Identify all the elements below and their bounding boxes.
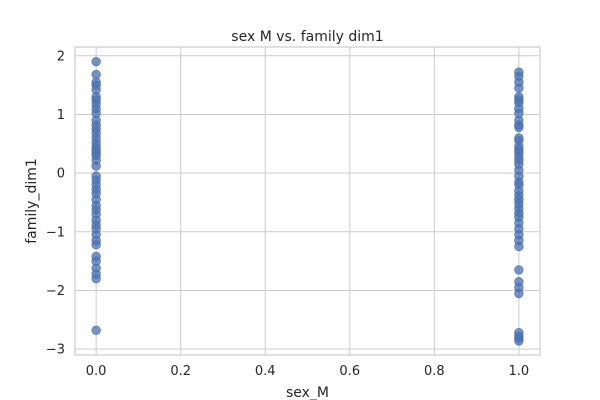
data-point [91,274,101,284]
data-point [91,325,101,336]
y-tick-label: −3 [46,343,65,358]
y-tick-label: 2 [57,49,65,64]
x-tick-label: 0.4 [255,364,276,379]
grid [75,47,540,355]
y-tick-label: −2 [46,284,65,299]
data-points [91,56,524,346]
x-tick-label: 0.0 [86,364,107,379]
data-point [91,56,101,67]
plot-frame [74,46,541,356]
data-point [514,122,524,133]
y-axis-label: family_dim1 [24,158,40,244]
x-tick-label: 0.6 [339,364,360,379]
y-tick-label: 0 [57,167,65,182]
y-tick-label: 1 [57,108,65,123]
x-axis-label: sex_M [286,385,329,400]
data-point [514,288,524,299]
x-tick-label: 0.8 [424,364,445,379]
data-point [514,265,524,275]
x-tick-labels: 0.0 0.2 0.4 0.6 0.8 1.0 [86,364,529,379]
x-tick-label: 1.0 [509,364,530,379]
x-tick-label: 0.2 [170,364,191,379]
y-tick-label: −1 [46,225,65,240]
chart-title: sex M vs. family dim1 [231,29,383,45]
data-point [514,336,524,346]
data-point [91,161,101,171]
data-point [91,240,101,250]
data-point [514,241,524,252]
y-tick-labels: −3 −2 −1 0 1 2 [46,49,65,357]
data-point [514,83,524,93]
